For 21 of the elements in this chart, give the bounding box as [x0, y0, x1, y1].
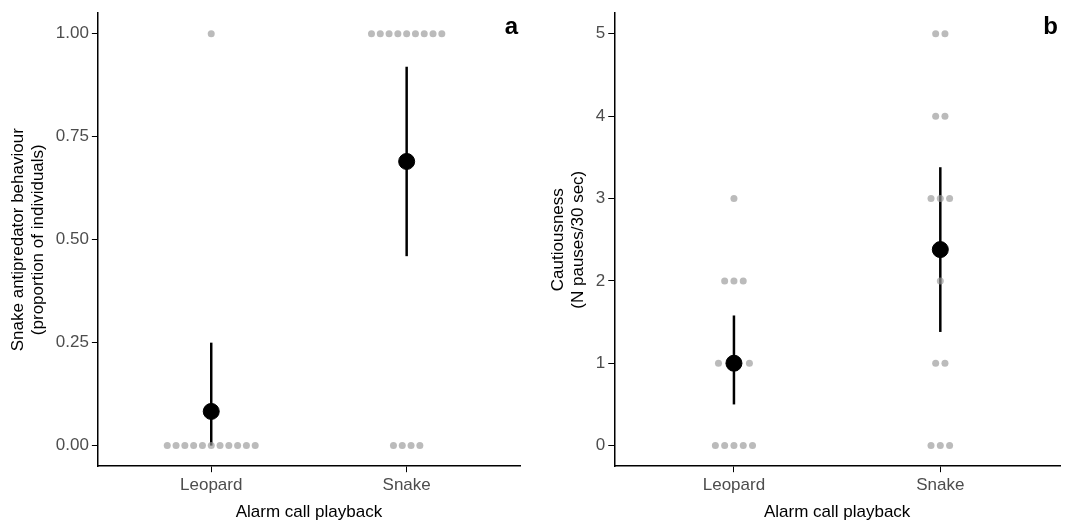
- x-tick-label: Snake: [916, 475, 965, 495]
- y-tick-label: 0.00: [55, 435, 89, 455]
- chart-title: b: [1043, 11, 1058, 39]
- x-tick-label: Leopard: [180, 475, 243, 495]
- y-tick-label: 1.00: [55, 23, 89, 43]
- x-axis-title: Alarm call playback: [763, 502, 911, 522]
- y-axis-title: Snake antipredator behaviour (proportion of individuals): [7, 127, 48, 352]
- y-tick-label: 5: [595, 23, 606, 43]
- y-tick-label: 0: [595, 435, 606, 455]
- y-tick-label: 4: [595, 105, 606, 125]
- y-tick-label: 2: [595, 270, 606, 290]
- y-tick-label: 0.75: [55, 126, 89, 146]
- x-axis-title: Alarm call playback: [235, 502, 383, 522]
- y-tick-label: 3: [595, 188, 606, 208]
- chart-title: a: [504, 11, 519, 39]
- y-tick-label: 0.50: [55, 229, 89, 249]
- y-tick-label: 0.25: [55, 332, 89, 352]
- x-tick-label: Leopard: [702, 475, 766, 495]
- y-axis-title: Cautiousness (N pauses/30 sec): [547, 170, 588, 309]
- y-tick-label: 1: [595, 352, 606, 372]
- x-tick-label: Snake: [382, 475, 431, 495]
